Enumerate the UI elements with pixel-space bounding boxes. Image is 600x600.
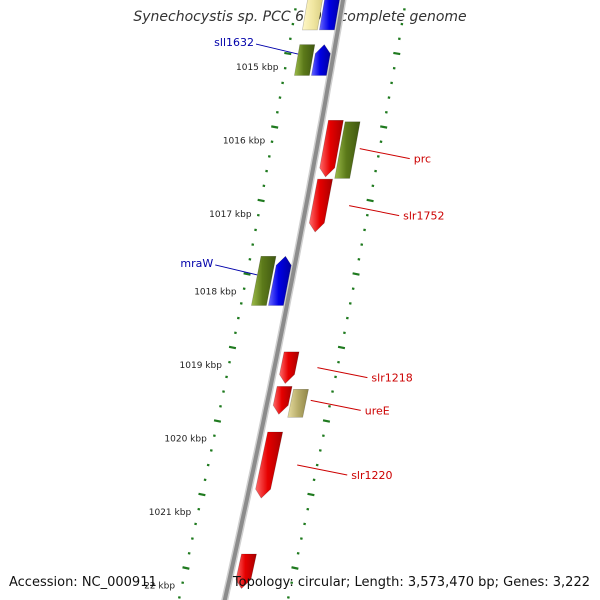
inner-tick-mark bbox=[187, 551, 191, 555]
outer-tick-mark bbox=[312, 478, 316, 482]
gene-feature-unnamed-0[interactable] bbox=[302, 0, 324, 31]
scale-label: 1016 kbp bbox=[223, 137, 266, 147]
inner-tick-track bbox=[177, 8, 297, 599]
gene-label-leader bbox=[310, 399, 361, 411]
scale-label: 1021 kbp bbox=[149, 508, 192, 518]
inner-tick-mark bbox=[177, 596, 181, 599]
scale-label: 22 kbp bbox=[144, 582, 175, 592]
genome-title: Synechocystis sp. PCC 6803, complete gen… bbox=[133, 9, 467, 25]
outer-tick-mark bbox=[380, 125, 388, 129]
outer-tick-mark bbox=[393, 51, 401, 56]
scale-labels: 1015 kbp 1016 kbp 1017 kbp 1018 kbp 1019 kbp… bbox=[144, 63, 279, 592]
gene-labels: sll1632 prc slr1752 mraW slr1218 ureE slr1220 bbox=[180, 36, 444, 482]
scale-label: 1017 kbp bbox=[209, 210, 252, 220]
gene-feature-prc[interactable] bbox=[319, 120, 344, 178]
inner-tick-mark bbox=[203, 478, 207, 482]
scale-label: 1015 kbp bbox=[236, 63, 279, 73]
inner-tick-mark bbox=[194, 522, 197, 526]
gene-feature-unnamed-5[interactable] bbox=[334, 121, 361, 179]
inner-tick-mark bbox=[197, 507, 201, 511]
outer-tick-mark bbox=[337, 345, 346, 350]
gene-label-leader bbox=[297, 464, 348, 476]
outer-tick-mark bbox=[322, 419, 331, 423]
gene-feature-ureE[interactable] bbox=[272, 386, 293, 415]
inner-tick-mark bbox=[198, 492, 206, 497]
inner-tick-mark bbox=[181, 581, 185, 585]
outer-tick-track bbox=[286, 8, 406, 599]
outer-tick-mark bbox=[296, 551, 300, 555]
scale-label: 1020 kbp bbox=[164, 435, 207, 445]
genome-backbone bbox=[221, 0, 347, 600]
outer-tick-mark bbox=[290, 581, 294, 585]
inner-tick-mark bbox=[243, 272, 251, 276]
gene-feature-slr1218[interactable] bbox=[279, 351, 300, 384]
gene-label-leader bbox=[255, 43, 299, 55]
gene-label-mraW[interactable]: mraW bbox=[180, 257, 213, 270]
gene-label-ureE[interactable]: ureE bbox=[365, 404, 390, 417]
gene-features[interactable] bbox=[235, 0, 361, 589]
gene-label-leader bbox=[349, 205, 400, 217]
inner-tick-mark bbox=[284, 51, 292, 56]
gene-feature-mraW[interactable] bbox=[251, 255, 277, 306]
inner-tick-mark bbox=[228, 345, 237, 350]
gene-label-slr1220[interactable]: slr1220 bbox=[351, 469, 392, 482]
outer-tick-mark bbox=[286, 596, 290, 599]
gene-label-slr1752[interactable]: slr1752 bbox=[403, 210, 444, 223]
gene-feature-slr1220[interactable] bbox=[255, 431, 284, 499]
gene-feature-sll1632[interactable] bbox=[294, 44, 316, 76]
outer-tick-mark bbox=[352, 272, 360, 276]
gene-label-leader bbox=[317, 367, 368, 379]
outer-tick-mark bbox=[307, 492, 315, 497]
gene-label-prc[interactable]: prc bbox=[414, 153, 431, 166]
gene-feature-slr1752[interactable] bbox=[308, 178, 333, 233]
inner-tick-mark bbox=[190, 537, 194, 540]
accession-label: Accession: NC_000911 bbox=[9, 575, 157, 590]
gene-label-leader bbox=[215, 264, 258, 276]
backbone-line bbox=[222, 0, 346, 600]
gene-feature-unnamed-3[interactable] bbox=[311, 44, 331, 76]
outer-tick-mark bbox=[366, 198, 374, 203]
outer-tick-mark bbox=[299, 537, 303, 540]
scale-label: 1018 kbp bbox=[194, 288, 237, 298]
inner-tick-mark bbox=[257, 198, 265, 203]
inner-tick-mark bbox=[182, 566, 190, 570]
gene-label-slr1218[interactable]: slr1218 bbox=[371, 372, 412, 385]
scale-label: 1019 kbp bbox=[180, 361, 223, 371]
outer-tick-mark bbox=[306, 507, 310, 511]
inner-tick-mark bbox=[271, 125, 279, 129]
outer-tick-mark bbox=[303, 522, 306, 526]
gene-feature-unnamed-1[interactable] bbox=[319, 0, 341, 31]
gene-feature-unnamed-8[interactable] bbox=[268, 255, 292, 306]
gene-label-sll1632[interactable]: sll1632 bbox=[214, 36, 254, 49]
outer-tick-mark bbox=[291, 566, 299, 570]
gene-label-leader bbox=[359, 148, 410, 160]
gene-feature-unnamed-11[interactable] bbox=[287, 388, 309, 418]
topology-summary: Topology: circular; Length: 3,573,470 bp… bbox=[232, 575, 590, 590]
gene-feature-unnamed-13[interactable] bbox=[235, 553, 257, 589]
inner-tick-mark bbox=[213, 419, 222, 423]
